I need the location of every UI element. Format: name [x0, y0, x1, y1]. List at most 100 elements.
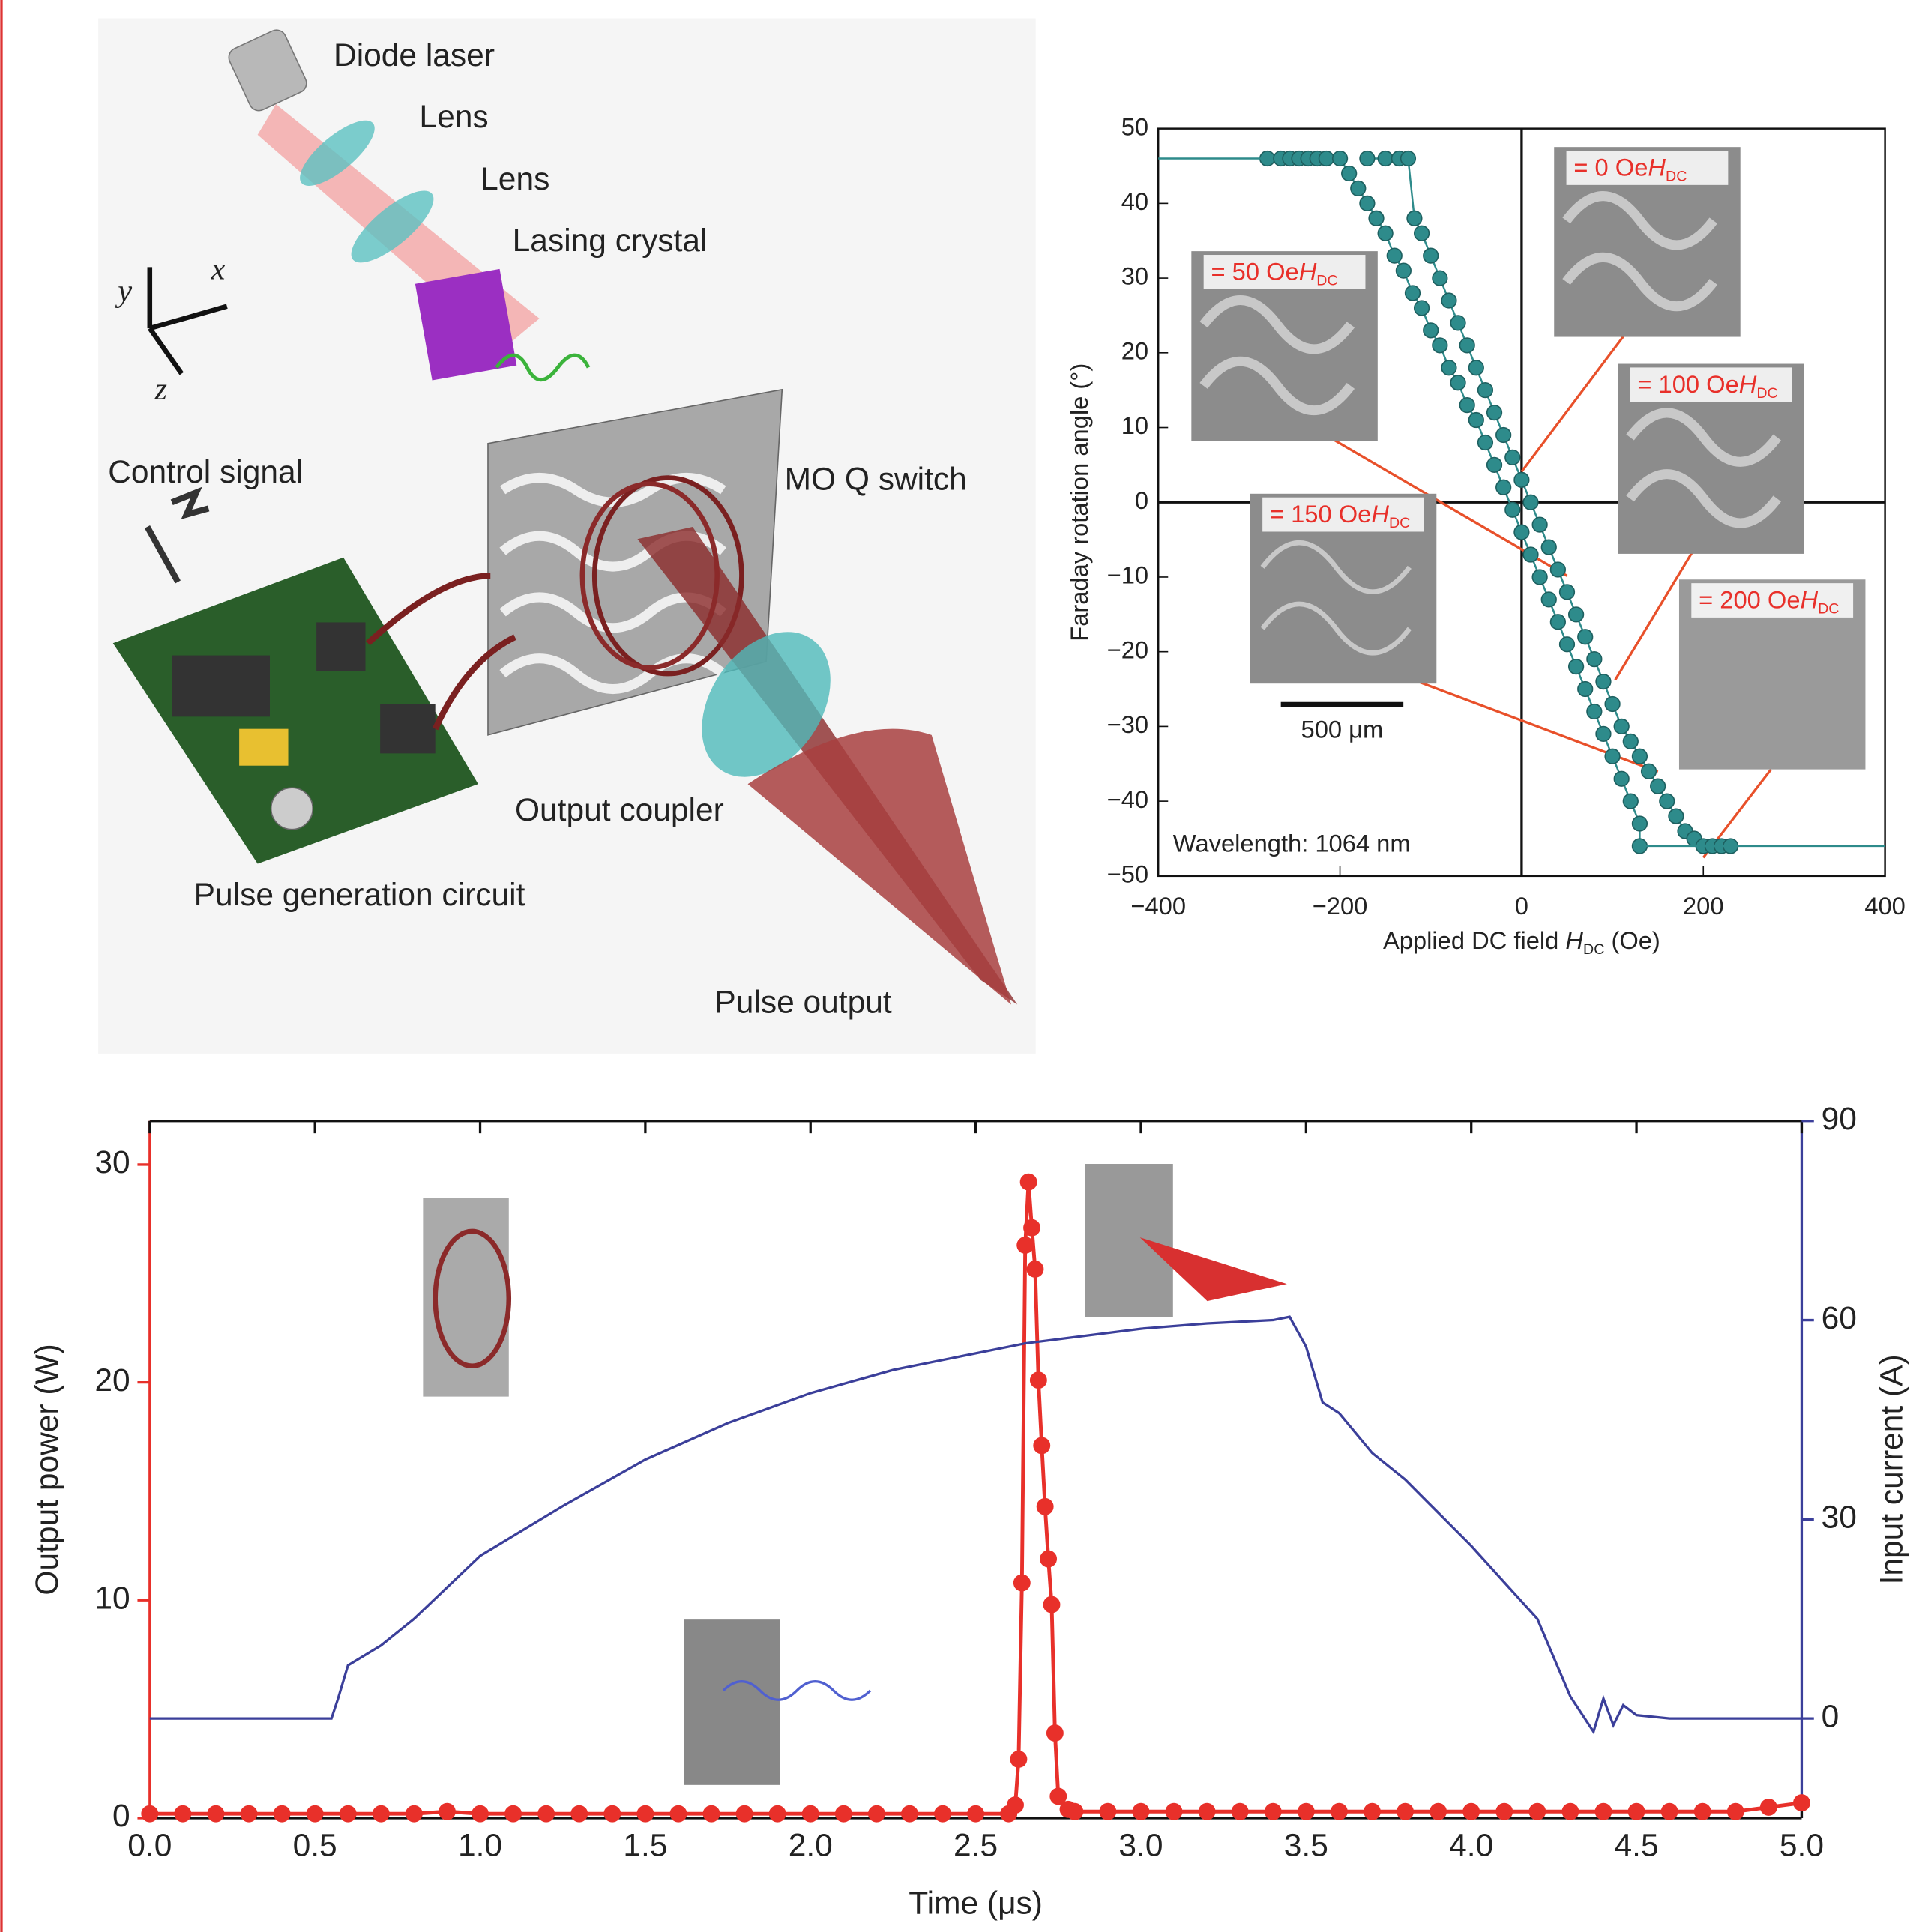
diagram-label: Lasing crystal — [513, 223, 708, 259]
data-point — [1442, 360, 1456, 375]
data-point — [1628, 1803, 1645, 1820]
chip — [316, 622, 365, 671]
x-tick-label: 0.0 — [127, 1828, 172, 1863]
y2-tick-label: 60 — [1822, 1301, 1857, 1336]
label: Applied DC field HDC (Oe) — [1383, 926, 1660, 959]
data-point — [1033, 1437, 1050, 1454]
data-point — [1030, 1371, 1047, 1389]
data-point — [1469, 413, 1484, 428]
x-tick-label: 2.5 — [954, 1828, 998, 1863]
data-point — [1360, 151, 1375, 166]
label-part: DC — [1389, 515, 1410, 531]
data-point — [1605, 749, 1620, 764]
y-tick-label: −30 — [1107, 710, 1148, 738]
data-point — [1407, 211, 1422, 226]
label-part: Applied DC field — [1383, 926, 1565, 954]
data-point — [1433, 271, 1447, 286]
data-point — [241, 1805, 258, 1823]
scale-bar-label: 500 μm — [1301, 716, 1384, 743]
data-point — [1505, 450, 1520, 465]
y-tick-label: −10 — [1107, 561, 1148, 589]
x-tick-label: 5.0 — [1780, 1828, 1824, 1863]
data-point — [1596, 727, 1611, 742]
data-point — [1614, 719, 1629, 734]
data-point — [1043, 1596, 1061, 1613]
page: Diode laserLensLensLasing crystalControl… — [0, 0, 1922, 1932]
x-tick-label: 1.5 — [623, 1828, 667, 1863]
data-point — [504, 1805, 522, 1823]
data-point — [1514, 525, 1529, 540]
label-part: DC — [1316, 273, 1337, 289]
data-point — [636, 1805, 654, 1823]
data-point — [1424, 323, 1439, 338]
data-point — [736, 1805, 753, 1823]
label-part: H — [1299, 257, 1317, 285]
data-point — [1595, 1803, 1612, 1820]
data-point — [1040, 1551, 1057, 1568]
data-point — [1007, 1796, 1024, 1814]
diagram-label: Control signal — [108, 455, 303, 490]
data-point — [670, 1805, 687, 1823]
data-point — [1560, 637, 1575, 652]
series-line — [150, 1182, 1802, 1814]
data-point — [1669, 809, 1684, 824]
y-tick-label: 30 — [94, 1145, 130, 1180]
data-point — [1360, 196, 1375, 211]
data-point — [570, 1805, 588, 1823]
data-point — [1027, 1261, 1044, 1278]
data-point — [537, 1805, 555, 1823]
y-tick-label: −20 — [1107, 636, 1148, 663]
data-point — [1232, 1803, 1249, 1820]
figure: Diode laserLensLensLasing crystalControl… — [0, 0, 1922, 1932]
data-point — [1387, 248, 1402, 263]
x-tick-label: 3.0 — [1118, 1828, 1163, 1863]
data-point — [1450, 375, 1465, 390]
data-point — [1364, 1803, 1381, 1820]
axis-letter: z — [154, 372, 167, 407]
data-point — [1651, 779, 1666, 794]
data-point — [1523, 495, 1538, 510]
data-point — [1133, 1803, 1150, 1820]
label-part: = 0 Oe — [1573, 153, 1648, 181]
data-point — [1793, 1794, 1810, 1811]
component — [271, 788, 313, 830]
inset-plate — [1085, 1164, 1173, 1317]
data-point — [1478, 383, 1493, 398]
data-point — [1614, 771, 1629, 786]
data-point — [274, 1805, 291, 1823]
data-point — [1433, 338, 1447, 353]
data-point — [1694, 1803, 1711, 1820]
y2-tick-label: 90 — [1822, 1102, 1857, 1137]
y-tick-label: −50 — [1107, 860, 1148, 887]
data-point — [1528, 1803, 1546, 1820]
note: Wavelength: 1064 nm — [1173, 830, 1411, 857]
data-point — [1442, 293, 1456, 308]
data-point — [868, 1805, 885, 1823]
x-tick-label: 0 — [1515, 892, 1528, 920]
data-point — [1578, 630, 1593, 644]
diagram-label: Lens — [419, 100, 488, 135]
data-point — [141, 1805, 158, 1823]
data-point — [1551, 562, 1566, 577]
data-point — [1099, 1803, 1116, 1820]
x-tick-label: 1.0 — [458, 1828, 502, 1863]
data-point — [1016, 1237, 1034, 1254]
data-point — [1495, 1803, 1513, 1820]
y-tick-label: 40 — [1121, 187, 1148, 215]
x-tick-label: 200 — [1683, 892, 1724, 920]
data-point — [1541, 592, 1556, 607]
data-point — [1046, 1724, 1064, 1742]
diagram-label: Output coupler — [515, 793, 724, 828]
x-tick-label: 4.0 — [1449, 1828, 1493, 1863]
data-point — [1430, 1803, 1447, 1820]
data-point — [802, 1805, 819, 1823]
axis-letter: x — [211, 252, 226, 287]
data-point — [1523, 547, 1538, 562]
series-line — [150, 1317, 1802, 1732]
chip — [380, 704, 436, 753]
label-part: = 100 Oe — [1637, 370, 1738, 398]
data-point — [1551, 615, 1566, 630]
data-point — [1727, 1803, 1744, 1820]
data-point — [1342, 166, 1357, 181]
data-point — [1578, 682, 1593, 697]
